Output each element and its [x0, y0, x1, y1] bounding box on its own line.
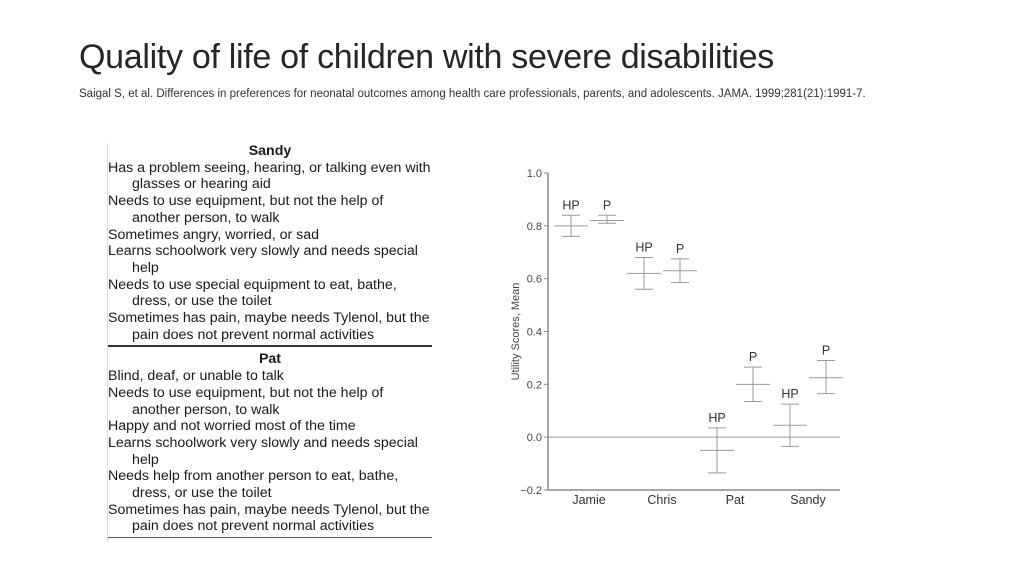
x-tick-label: Sandy: [790, 493, 826, 507]
x-tick-label: Chris: [647, 493, 676, 507]
citation: Saigal S, et al. Differences in preferen…: [79, 88, 866, 100]
table-divider: [108, 537, 432, 539]
profile-attribute: Blind, deaf, or unable to talk: [108, 368, 284, 385]
slide-title: Quality of life of children with severe …: [79, 38, 774, 76]
y-tick-label: 0.8: [527, 221, 542, 233]
profile-attribute: Sometimes has pain, maybe needs Tylenol,…: [108, 501, 430, 535]
profile-attribute: Happy and not worried most of the time: [108, 418, 356, 435]
y-tick-label: 0.2: [527, 379, 542, 391]
y-tick-label: 0.6: [527, 274, 542, 286]
y-tick-label: 0.4: [527, 327, 542, 339]
profile-attribute: Needs to use equipment, but not the help…: [108, 384, 384, 418]
series-label-hp: HP: [562, 198, 579, 212]
profile-name: Sandy: [248, 143, 292, 159]
x-tick-label: Pat: [726, 493, 745, 507]
series-label-hp: HP: [781, 387, 798, 401]
series-label-hp: HP: [708, 411, 725, 425]
profile-attribute: Learns schoolwork very slowly and needs …: [108, 434, 418, 468]
profile-attribute: Has a problem seeing, hearing, or talkin…: [108, 159, 431, 193]
series-label-p: P: [749, 350, 757, 364]
profile-table: Sandy Has a problem seeing, hearing, or t…: [107, 143, 432, 543]
y-tick-label: 1.0: [527, 168, 542, 180]
series-label-p: P: [603, 198, 611, 212]
table-divider: [108, 345, 432, 348]
series-label-hp: HP: [635, 241, 652, 255]
y-axis-label: Utility Scores, Mean: [510, 283, 522, 381]
utility-chart: 1.0 0.8 0.6 0.4 0.2 0.0 −0.2 Utility Scores, Me…: [510, 168, 843, 507]
profile-attribute: Needs to use equipment, but not the help…: [108, 193, 384, 226]
series-label-p: P: [822, 344, 830, 358]
profile-attribute: Learns schoolwork very slowly and needs …: [108, 243, 418, 276]
x-tick-label: Jamie: [572, 493, 605, 507]
profile-attribute: Needs help from another person to eat, b…: [108, 468, 399, 502]
profile-name: Pat: [258, 351, 282, 368]
y-tick-label: −0.2: [520, 485, 542, 497]
profile-attribute: Sometimes angry, worried, or sad: [108, 226, 320, 243]
y-tick-label: 0.0: [527, 432, 542, 444]
series-label-p: P: [676, 242, 684, 256]
profile-attribute: Sometimes has pain, maybe needs Tylenol,…: [108, 310, 430, 343]
profile-attribute: Needs to use special equipment to eat, b…: [108, 276, 397, 310]
